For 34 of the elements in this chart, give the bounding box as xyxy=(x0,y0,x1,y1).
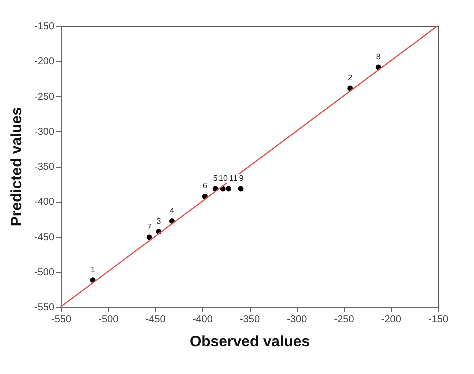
annotation: 2 xyxy=(348,74,354,83)
y-tick-label: -350 xyxy=(34,162,55,173)
annotation: 7 xyxy=(147,222,152,232)
x-tick-label: -350 xyxy=(240,314,260,326)
point xyxy=(226,186,232,192)
x-tick-label: -300 xyxy=(287,314,308,326)
annotation: 6 xyxy=(202,182,208,191)
y-tick-label: -400 xyxy=(34,197,55,208)
annotation: 5 xyxy=(213,174,218,183)
x-tick-label: -200 xyxy=(381,314,402,326)
y-tick-label: -250 xyxy=(34,92,55,103)
y-tick-label: -300 xyxy=(34,126,55,138)
x-tick-label: -250 xyxy=(334,314,355,326)
x-tick-label: -500 xyxy=(98,314,120,326)
point xyxy=(146,234,152,240)
annotation: 11 xyxy=(230,174,238,183)
x-axis-title: Observed values xyxy=(190,334,310,350)
x-tick-label: -450 xyxy=(146,314,166,326)
x-tick-label: -400 xyxy=(192,314,214,326)
y-tick-label: -200 xyxy=(34,56,55,68)
y-tick-label: -150 xyxy=(34,22,55,32)
annotation: 8 xyxy=(376,52,382,62)
y-axis-title: Predicted values xyxy=(8,107,26,227)
annotation: 10 xyxy=(219,174,228,183)
x-tick-label: -150 xyxy=(428,314,449,326)
y-tick-label: -550 xyxy=(34,302,55,314)
x-tick-label: -550 xyxy=(51,314,72,326)
point xyxy=(238,186,244,192)
annotation: 4 xyxy=(170,206,175,216)
annotation: 3 xyxy=(156,216,162,226)
annotation: 1 xyxy=(90,265,96,274)
annotation: 9 xyxy=(239,174,244,183)
y-tick-label: -500 xyxy=(34,267,55,278)
y-tick-label: -450 xyxy=(34,232,55,244)
